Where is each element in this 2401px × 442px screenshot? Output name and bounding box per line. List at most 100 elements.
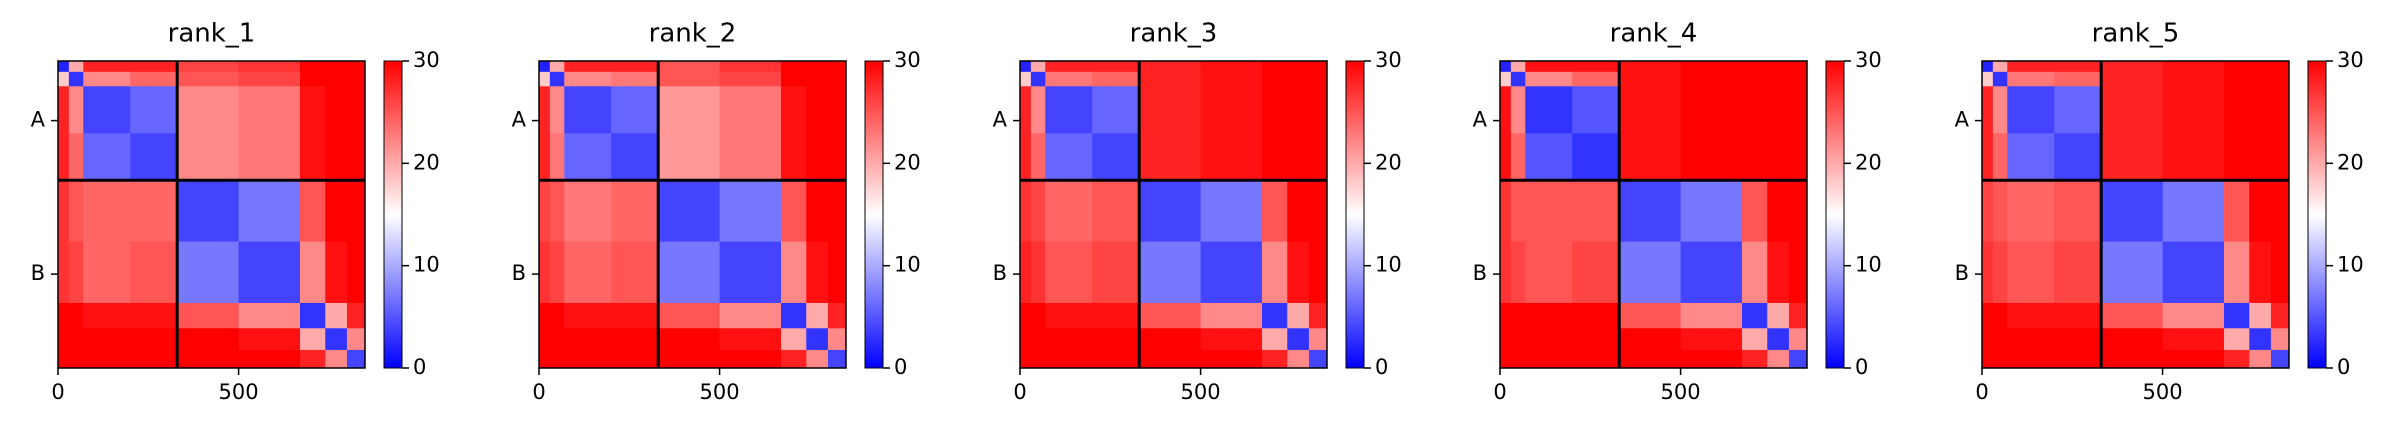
heatmap-cell — [719, 241, 782, 304]
heatmap-cell — [2223, 86, 2250, 134]
heatmap-cell — [1139, 349, 1202, 369]
heatmap-cell — [1030, 133, 1046, 181]
heatmap-cell — [2162, 328, 2225, 351]
heatmap-cell — [2270, 180, 2290, 243]
heatmap-cell — [806, 241, 829, 304]
plot-frame — [538, 60, 847, 369]
heatmap-cell — [2223, 302, 2250, 329]
heatmap-cell — [539, 241, 551, 304]
heatmap-cell — [2249, 61, 2272, 73]
heatmap-cell — [325, 328, 348, 351]
y-tick-label: B — [993, 261, 1007, 285]
colorbar — [864, 60, 884, 369]
heatmap-cell — [827, 302, 847, 329]
heatmap-cell — [1139, 180, 1202, 243]
heatmap-cell — [1287, 133, 1310, 181]
x-tick-label: 0 — [1013, 380, 1026, 404]
heatmap-cell — [1741, 328, 1768, 351]
heatmap-cell — [58, 349, 70, 369]
heatmap-cell — [658, 241, 721, 304]
panel-title: rank_4 — [1610, 19, 1698, 49]
heatmap-cell — [549, 180, 565, 243]
heatmap-cell — [1092, 241, 1140, 304]
heatmap-cell — [1572, 61, 1620, 73]
heatmap-cell — [806, 61, 829, 73]
heatmap-cell — [549, 61, 565, 73]
heatmap-cell — [1261, 71, 1288, 87]
heatmap-cell — [1045, 349, 1093, 369]
heatmap-cell — [1767, 133, 1790, 181]
heatmap-cell — [780, 71, 807, 87]
heatmap-cell — [83, 180, 131, 243]
heatmap-cell — [1767, 328, 1790, 351]
colorbar-tick-label: 0 — [1375, 355, 1388, 379]
heatmap-cell — [1139, 133, 1202, 181]
heatmap-cell — [1200, 328, 1263, 351]
heatmap-cell — [549, 71, 565, 87]
heatmap-cell — [83, 349, 131, 369]
heatmap-cell — [2007, 133, 2055, 181]
heatmap-cell — [58, 133, 70, 181]
heatmap-cell — [806, 349, 829, 369]
heatmap-cell — [1287, 241, 1310, 304]
heatmap-cell — [238, 180, 301, 243]
heatmap-cell — [2162, 133, 2225, 181]
heatmap-cell — [58, 86, 70, 134]
heatmap-cell — [1510, 133, 1526, 181]
heatmap-cell — [1287, 180, 1310, 243]
heatmap-cell — [1767, 61, 1790, 73]
x-tick-label: 500 — [1661, 380, 1701, 404]
colorbar-tick-label: 30 — [1855, 48, 1882, 72]
heatmap-cell — [1982, 61, 1994, 73]
x-tick-label: 500 — [1181, 380, 1221, 404]
heatmap-cell — [549, 302, 565, 329]
heatmap-cell — [1200, 71, 1263, 87]
heatmap-cell — [2249, 349, 2272, 369]
heatmap-cell — [1992, 71, 2008, 87]
heatmap-cell — [2101, 71, 2164, 87]
heatmap-cell — [58, 328, 70, 351]
heatmap-cell — [564, 241, 612, 304]
heatmap-cell — [827, 241, 847, 304]
heatmap-cell — [1261, 328, 1288, 351]
x-tick-label: 0 — [1493, 380, 1506, 404]
heatmap-cell — [719, 328, 782, 351]
heatmap-cell — [130, 71, 178, 87]
heatmap-cell — [1020, 180, 1032, 243]
heatmap-cell — [1092, 302, 1140, 329]
heatmap-cell — [1788, 71, 1808, 87]
heatmap-cell — [539, 180, 551, 243]
colorbar-tick-label: 20 — [413, 150, 440, 174]
heatmap-cell — [658, 71, 721, 87]
heatmap-cell — [806, 71, 829, 87]
heatmap-cell — [299, 349, 326, 369]
heatmap-cell — [1619, 328, 1682, 351]
heatmap-cell — [2249, 86, 2272, 134]
heatmap-cell — [1680, 349, 1743, 369]
heatmap-cell — [58, 61, 70, 73]
heatmap-cell — [1992, 302, 2008, 329]
heatmap-cell — [1261, 302, 1288, 329]
heatmap-cell — [1767, 180, 1790, 243]
heatmap-cell — [2101, 349, 2164, 369]
heatmap-cell — [1982, 133, 1994, 181]
colorbar-tick-label: 20 — [1855, 150, 1882, 174]
heatmap-cell — [1741, 241, 1768, 304]
y-tick-label: A — [1955, 108, 1970, 132]
heatmap-cell — [68, 180, 84, 243]
heatmap-cell — [564, 61, 612, 73]
heatmap-cell — [2054, 180, 2102, 243]
heatmap-cell — [564, 302, 612, 329]
heatmap-cell — [2054, 349, 2102, 369]
heatmap-cell — [325, 86, 348, 134]
heatmap-cell — [611, 133, 659, 181]
colorbar-tick-label: 10 — [1855, 253, 1882, 277]
heatmap-cell — [177, 61, 240, 73]
heatmap-cell — [130, 302, 178, 329]
heatmap-cell — [2223, 241, 2250, 304]
heatmap-cell — [1788, 302, 1808, 329]
heatmap-cell — [1020, 302, 1032, 329]
heatmap-cell — [1992, 328, 2008, 351]
heatmap-cell — [549, 133, 565, 181]
heatmap-cell — [1261, 241, 1288, 304]
